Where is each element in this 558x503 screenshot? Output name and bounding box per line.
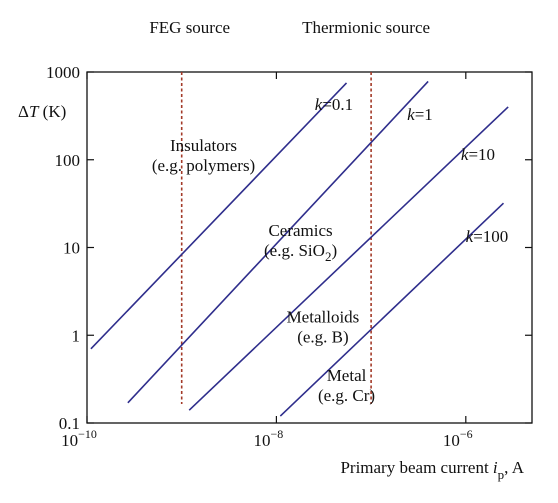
y-tick-label: 100: [55, 151, 81, 170]
x-axis-label: Primary beam current ip, A: [340, 458, 524, 482]
reference-label-thermionic: Thermionic source: [302, 18, 430, 37]
axis-ticks: 0.1 1 10 100 1000 10−10 10−8 10−6: [46, 63, 532, 450]
x-tick-label: 10−8: [254, 427, 284, 450]
series-label-k2: k=10: [461, 145, 495, 164]
series-label-k1: k=1: [407, 105, 433, 124]
y-tick-label: 10: [63, 239, 80, 258]
series-line-k3: [279, 202, 505, 417]
annotation-metalloids-title: Metalloids: [287, 307, 360, 326]
series-line-k1: [127, 80, 429, 404]
y-tick-label: 1000: [46, 63, 80, 82]
y-axis-label: ΔT (K): [18, 102, 66, 121]
series-line-k2: [188, 106, 509, 411]
x-tick-label: 10−6: [443, 427, 473, 450]
annotation-ceramics-title: Ceramics: [268, 221, 332, 240]
series-label-k0: k=0.1: [315, 95, 353, 114]
annotation-insulators-example: (e.g. polymers): [152, 156, 255, 175]
annotation-ceramics-example: (e.g. SiO2): [264, 241, 337, 264]
series-label-k3: k=100: [466, 227, 509, 246]
x-tick-label: 10−10: [61, 427, 97, 450]
annotation-metal-example: (e.g. Cr): [318, 386, 375, 405]
annotation-insulators-title: Insulators: [170, 136, 237, 155]
series-line-k0: [90, 82, 348, 350]
y-tick-label: 1: [72, 326, 81, 345]
annotation-metalloids-example: (e.g. B): [297, 327, 348, 346]
reference-label-feg: FEG source: [149, 18, 230, 37]
series-lines: [90, 80, 509, 417]
y-tick-label: 0.1: [59, 414, 80, 433]
annotation-metal-title: Metal: [327, 366, 367, 385]
text-labels: FEG source Thermionic source k=0.1 k=1 k=10 k…: [18, 18, 525, 482]
